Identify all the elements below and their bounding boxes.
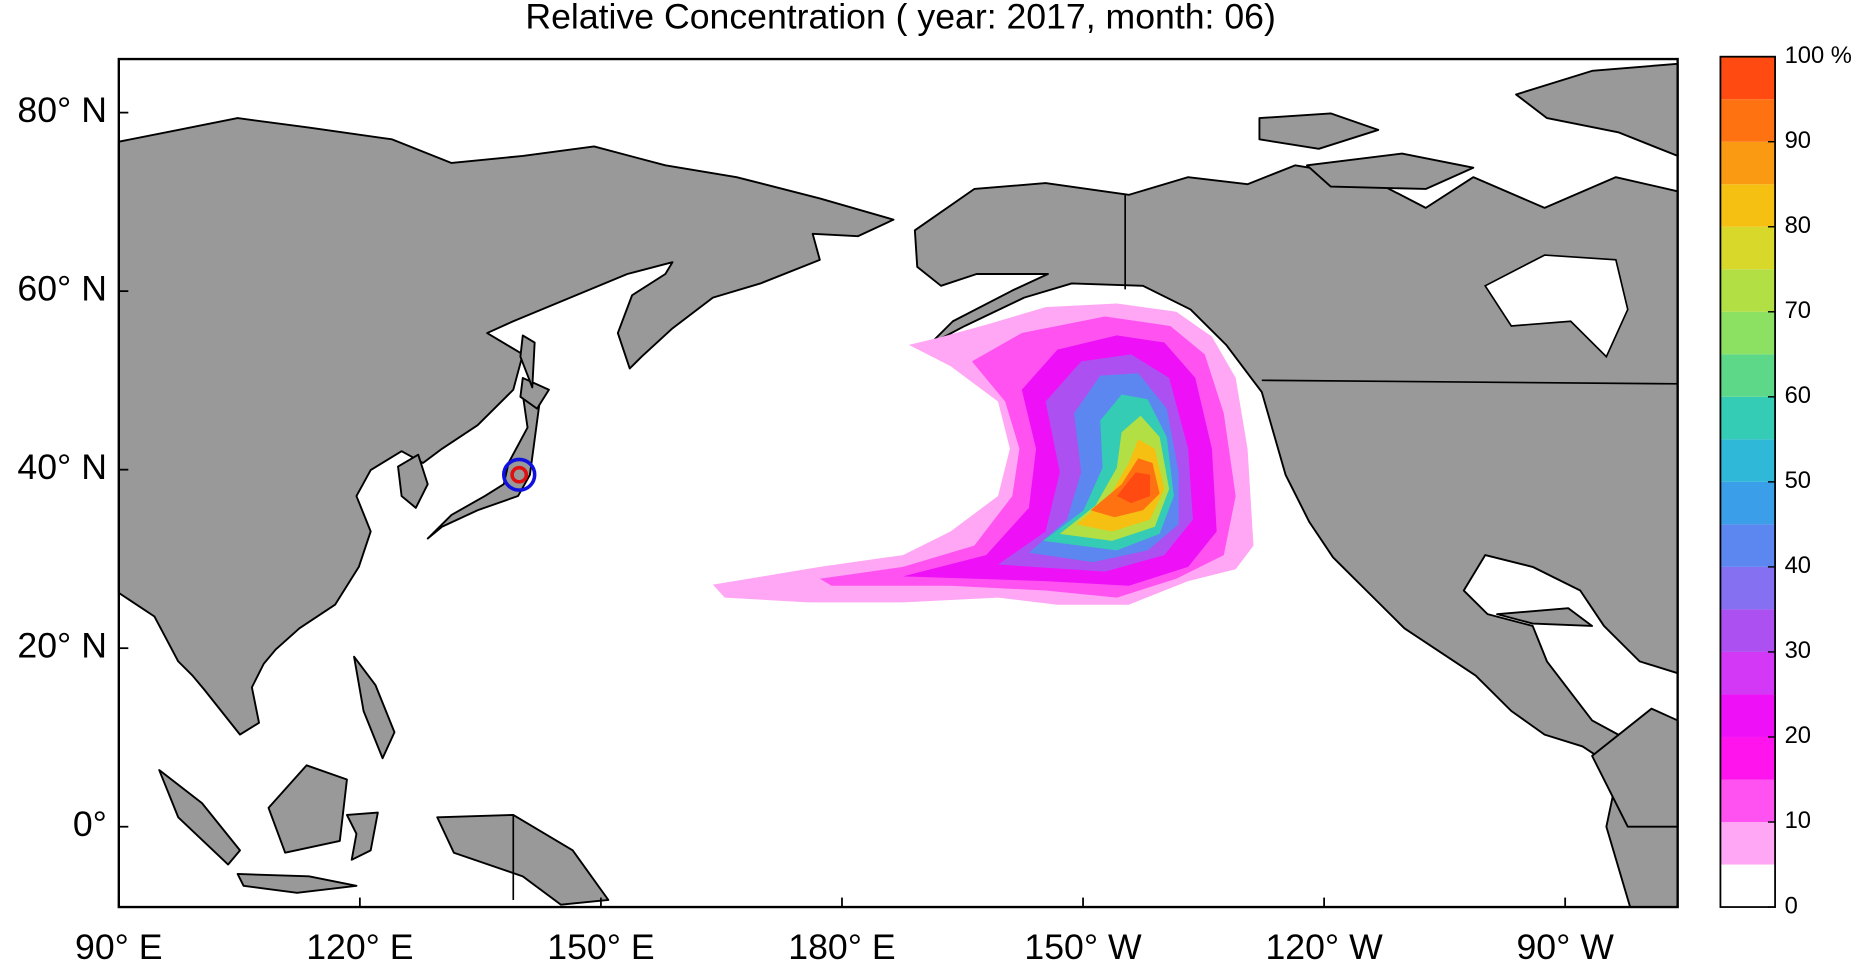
colorbar-bin [1720, 651, 1776, 695]
land [236, 873, 358, 894]
land [117, 117, 895, 736]
y-tick-label: 80° N [17, 90, 107, 130]
y-tick-label: 60° N [17, 269, 107, 309]
colorbar-label: 100 % [1785, 43, 1852, 69]
colorbar-label: 40 [1785, 553, 1811, 579]
colorbar-bin [1720, 56, 1776, 100]
x-tick-label: 120° W [1265, 927, 1383, 967]
chart-title: Relative Concentration ( year: 2017, mon… [525, 0, 1275, 36]
colorbar-bin [1720, 694, 1776, 737]
land [267, 764, 348, 854]
colorbar-bin [1720, 609, 1776, 652]
colorbar-bin [1720, 481, 1776, 525]
colorbar-bin [1720, 141, 1776, 185]
land [1515, 62, 1679, 157]
y-tick-label: 0° [73, 804, 107, 844]
colorbar-bin [1720, 822, 1776, 865]
land [345, 811, 379, 861]
x-tick-label: 120° E [306, 927, 413, 967]
x-tick-label: 90° E [75, 927, 163, 967]
colorbar-label: 60 [1785, 383, 1811, 409]
bay [1483, 254, 1629, 359]
land [519, 334, 536, 389]
land [1258, 112, 1380, 150]
colorbar-bin [1720, 524, 1776, 567]
y-tick-label: 40° N [17, 447, 107, 487]
colorbar-bin [1720, 736, 1776, 780]
colorbar-label: 10 [1785, 808, 1811, 834]
colorbar-bin [1720, 99, 1776, 142]
colorbar-bin [1720, 354, 1776, 397]
colorbar-bin [1720, 566, 1776, 610]
land [397, 453, 429, 509]
x-tick-label: 180° E [788, 927, 895, 967]
colorbar-label: 70 [1785, 298, 1811, 324]
colorbar-label: 20 [1785, 723, 1811, 749]
colorbar-label: 50 [1785, 468, 1811, 494]
x-tick-label: 150° W [1024, 927, 1142, 967]
colorbar-label: 30 [1785, 638, 1811, 664]
x-tick-label: 150° E [547, 927, 654, 967]
colorbar-bin [1720, 269, 1776, 312]
land [158, 769, 241, 866]
land [353, 655, 396, 760]
colorbar-label: 0 [1785, 893, 1798, 919]
land [436, 813, 610, 906]
colorbar-bin [1720, 439, 1776, 482]
map-frame [117, 57, 1679, 909]
y-tick-label: 20° N [17, 626, 107, 666]
colorbar-label: 90 [1785, 128, 1811, 154]
colorbar-bin [1720, 396, 1776, 440]
land [1496, 607, 1594, 627]
colorbar-label: 80 [1785, 213, 1811, 239]
concentration-field [712, 303, 1254, 605]
land [1306, 152, 1475, 190]
colorbar-bin [1720, 311, 1776, 355]
border [1124, 194, 1678, 385]
colorbar-bin [1720, 226, 1776, 270]
map-area [117, 57, 1679, 909]
x-tick-label: 90° W [1516, 927, 1614, 967]
land [519, 376, 550, 410]
colorbar-bin [1720, 779, 1776, 823]
colorbar-bin [1720, 184, 1776, 227]
colorbar-bin [1720, 864, 1776, 908]
source-ring [501, 457, 537, 492]
source-point [510, 465, 529, 484]
